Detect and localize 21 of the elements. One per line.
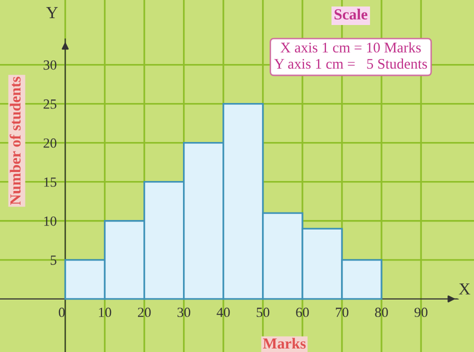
annotation: Y	[46, 7, 58, 18]
x-tick-label: 30	[178, 308, 190, 318]
annotation: Scale	[334, 8, 368, 20]
x-tick-label: 50	[256, 308, 270, 318]
x-tick-label: 40	[216, 308, 230, 318]
y-tick-label: 15	[44, 178, 56, 187]
annotation: X	[458, 283, 470, 294]
x-tick-label: 10	[99, 308, 112, 318]
x-axis-title: Marks	[263, 338, 306, 349]
x-tick-label: 60	[296, 308, 309, 318]
y-tick-label: 10	[44, 216, 56, 226]
annotation: X axis 1 cm = 10 Marks Y axis 1 cm = 5 Students	[274, 42, 427, 69]
y-axis-title: Number of students	[10, 76, 21, 205]
x-tick-label: 70	[336, 308, 348, 318]
y-tick-label: 20	[44, 138, 56, 148]
y-tick-label: 30	[44, 60, 56, 70]
y-tick-label: 25	[44, 99, 56, 109]
x-tick-label: 80	[375, 308, 388, 318]
x-tick-label: 90	[414, 308, 428, 318]
y-tick-label: 5	[50, 256, 56, 265]
x-tick-label: 20	[138, 308, 151, 318]
